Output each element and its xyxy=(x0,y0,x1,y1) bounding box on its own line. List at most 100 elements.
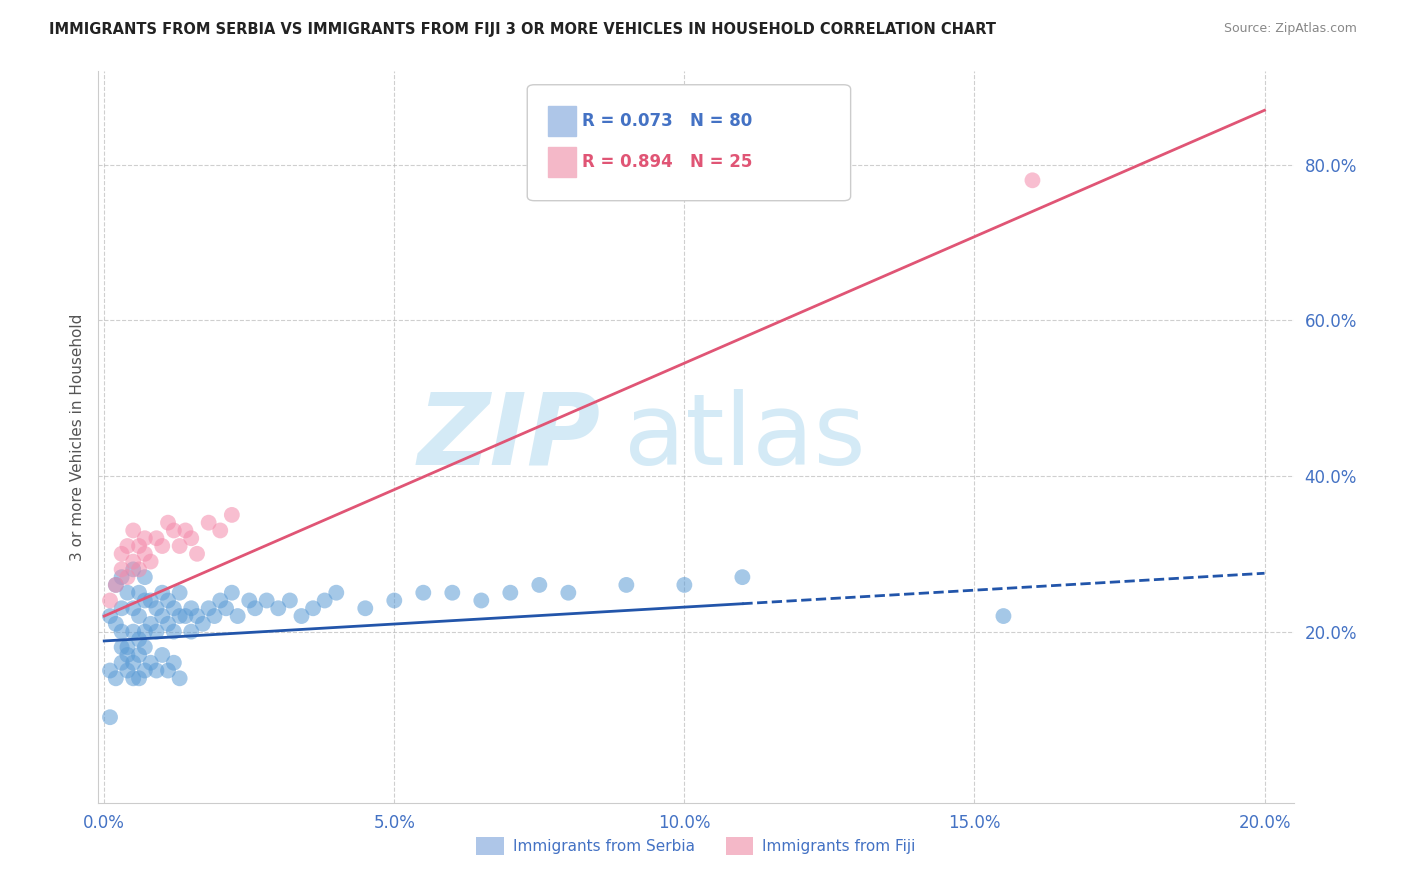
Point xyxy=(221,585,243,599)
Point xyxy=(157,664,180,678)
Point xyxy=(256,593,278,607)
Point xyxy=(150,585,173,599)
Point xyxy=(145,531,167,545)
Point xyxy=(163,524,186,538)
Point xyxy=(180,601,202,615)
Point xyxy=(354,601,377,615)
Point xyxy=(134,593,156,607)
Point xyxy=(186,547,208,561)
Point xyxy=(145,624,167,639)
Point xyxy=(278,593,301,607)
Point xyxy=(98,609,121,624)
Point xyxy=(238,593,260,607)
Point xyxy=(150,609,173,624)
Point xyxy=(98,664,121,678)
Point xyxy=(163,656,186,670)
Point xyxy=(128,585,150,599)
Y-axis label: 3 or more Vehicles in Household: 3 or more Vehicles in Household xyxy=(69,313,84,561)
Point xyxy=(441,585,464,599)
Point xyxy=(134,664,156,678)
Point xyxy=(382,593,405,607)
Point xyxy=(993,609,1015,624)
Point xyxy=(1021,173,1043,187)
Point xyxy=(209,524,232,538)
Point xyxy=(117,640,139,655)
Point xyxy=(145,601,167,615)
Point xyxy=(221,508,243,522)
Point xyxy=(128,539,150,553)
Point xyxy=(122,656,145,670)
Point xyxy=(226,609,249,624)
Text: IMMIGRANTS FROM SERBIA VS IMMIGRANTS FROM FIJI 3 OR MORE VEHICLES IN HOUSEHOLD C: IMMIGRANTS FROM SERBIA VS IMMIGRANTS FRO… xyxy=(49,22,997,37)
Point xyxy=(117,664,139,678)
Point xyxy=(267,601,290,615)
Point xyxy=(122,601,145,615)
Point xyxy=(104,578,127,592)
Point xyxy=(157,593,180,607)
Point xyxy=(104,616,127,631)
Point xyxy=(117,585,139,599)
Point xyxy=(134,624,156,639)
Point xyxy=(470,593,492,607)
Point xyxy=(169,609,191,624)
Point xyxy=(139,593,162,607)
Point xyxy=(157,616,180,631)
Point xyxy=(614,578,637,592)
Point xyxy=(122,562,145,576)
Point xyxy=(169,585,191,599)
Point xyxy=(122,524,145,538)
Point xyxy=(209,593,232,607)
Point xyxy=(98,710,121,724)
Point xyxy=(499,585,522,599)
Point xyxy=(122,671,145,685)
Point xyxy=(98,593,121,607)
Point xyxy=(180,531,202,545)
Point xyxy=(191,616,214,631)
Point xyxy=(163,624,186,639)
Point xyxy=(128,609,150,624)
Point xyxy=(111,656,134,670)
Text: Source: ZipAtlas.com: Source: ZipAtlas.com xyxy=(1223,22,1357,36)
Point xyxy=(529,578,551,592)
Point xyxy=(557,585,579,599)
Point xyxy=(197,516,219,530)
Point xyxy=(412,585,434,599)
Point xyxy=(157,516,180,530)
Point xyxy=(139,555,162,569)
Point xyxy=(111,570,134,584)
Point xyxy=(104,671,127,685)
Point xyxy=(302,601,325,615)
Point xyxy=(215,601,238,615)
Point xyxy=(169,539,191,553)
Point xyxy=(117,539,139,553)
Point xyxy=(139,616,162,631)
Point xyxy=(117,570,139,584)
Point xyxy=(128,671,150,685)
Point xyxy=(128,632,150,647)
Point xyxy=(673,578,696,592)
Point xyxy=(122,624,145,639)
Point xyxy=(731,570,754,584)
Point xyxy=(134,640,156,655)
Point xyxy=(290,609,312,624)
Point xyxy=(150,539,173,553)
Point xyxy=(117,648,139,662)
Point xyxy=(174,609,197,624)
Point xyxy=(111,640,134,655)
Point xyxy=(150,648,173,662)
Point xyxy=(186,609,208,624)
Point xyxy=(197,601,219,615)
Point xyxy=(174,524,197,538)
Point xyxy=(134,547,156,561)
Point xyxy=(122,555,145,569)
Point xyxy=(111,547,134,561)
Text: ZIP: ZIP xyxy=(418,389,600,485)
Text: R = 0.894   N = 25: R = 0.894 N = 25 xyxy=(582,153,752,171)
Point xyxy=(163,601,186,615)
Point xyxy=(204,609,226,624)
Point xyxy=(128,648,150,662)
Point xyxy=(104,578,127,592)
Point xyxy=(111,624,134,639)
Point xyxy=(180,624,202,639)
Point xyxy=(145,664,167,678)
